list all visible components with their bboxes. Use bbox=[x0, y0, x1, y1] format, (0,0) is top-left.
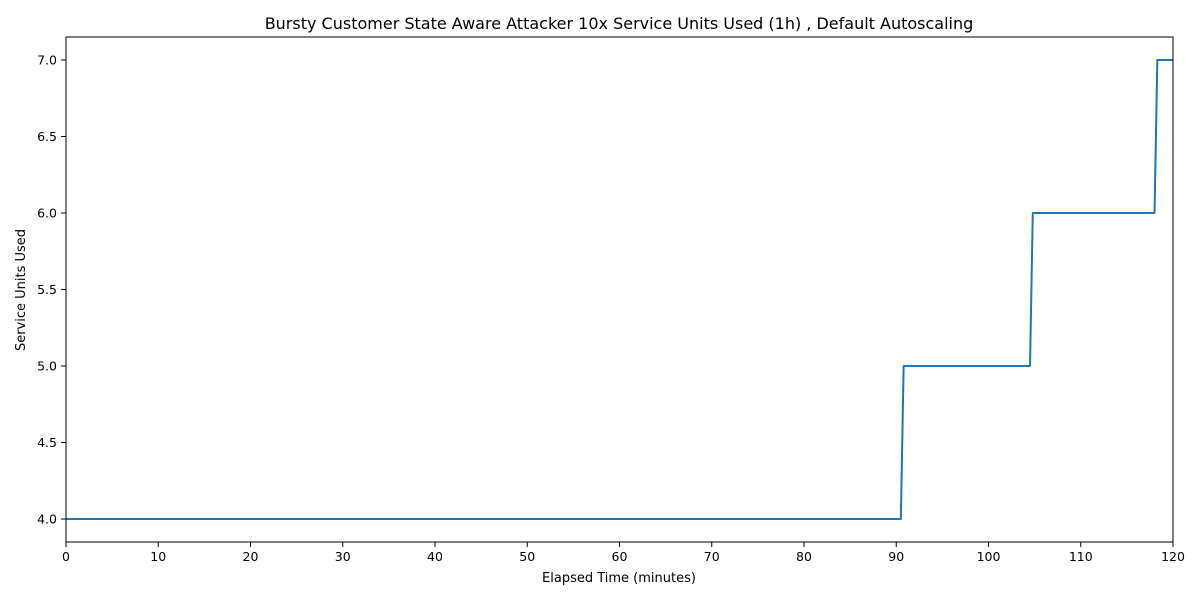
plot-area bbox=[65, 36, 1174, 543]
x-tick-label: 10 bbox=[150, 549, 166, 564]
x-axis-label: Elapsed Time (minutes) bbox=[542, 571, 696, 586]
x-tick-label: 70 bbox=[704, 549, 720, 564]
x-tick-label: 90 bbox=[888, 549, 904, 564]
x-tick-label: 80 bbox=[796, 549, 812, 564]
x-tick-label: 0 bbox=[62, 549, 70, 564]
x-tick-label: 110 bbox=[1069, 549, 1093, 564]
x-tick-label: 20 bbox=[243, 549, 259, 564]
y-tick-label: 5.5 bbox=[37, 282, 57, 297]
y-axis: 4.0 4.5 5.0 5.5 6.0 6.5 7.0 bbox=[37, 52, 66, 527]
y-tick-label: 6.5 bbox=[37, 129, 57, 144]
x-axis: 0 10 20 30 40 50 60 70 80 90 100 110 120 bbox=[62, 542, 1185, 564]
x-tick-label: 120 bbox=[1161, 549, 1185, 564]
x-tick-label: 40 bbox=[427, 549, 443, 564]
y-tick-label: 4.5 bbox=[37, 435, 57, 450]
y-tick-label: 7.0 bbox=[37, 52, 57, 67]
y-tick-label: 5.0 bbox=[37, 359, 57, 374]
x-tick-label: 50 bbox=[519, 549, 535, 564]
series-line-0 bbox=[66, 58, 1173, 521]
y-tick-label: 6.0 bbox=[37, 205, 57, 220]
chart-title: Bursty Customer State Aware Attacker 10x… bbox=[265, 14, 974, 33]
x-tick-label: 60 bbox=[612, 549, 628, 564]
x-tick-label: 30 bbox=[335, 549, 351, 564]
y-tick-label: 4.0 bbox=[37, 512, 57, 527]
x-tick-label: 100 bbox=[977, 549, 1001, 564]
y-axis-label: Service Units Used bbox=[14, 229, 29, 351]
plot-frame bbox=[65, 36, 1174, 543]
